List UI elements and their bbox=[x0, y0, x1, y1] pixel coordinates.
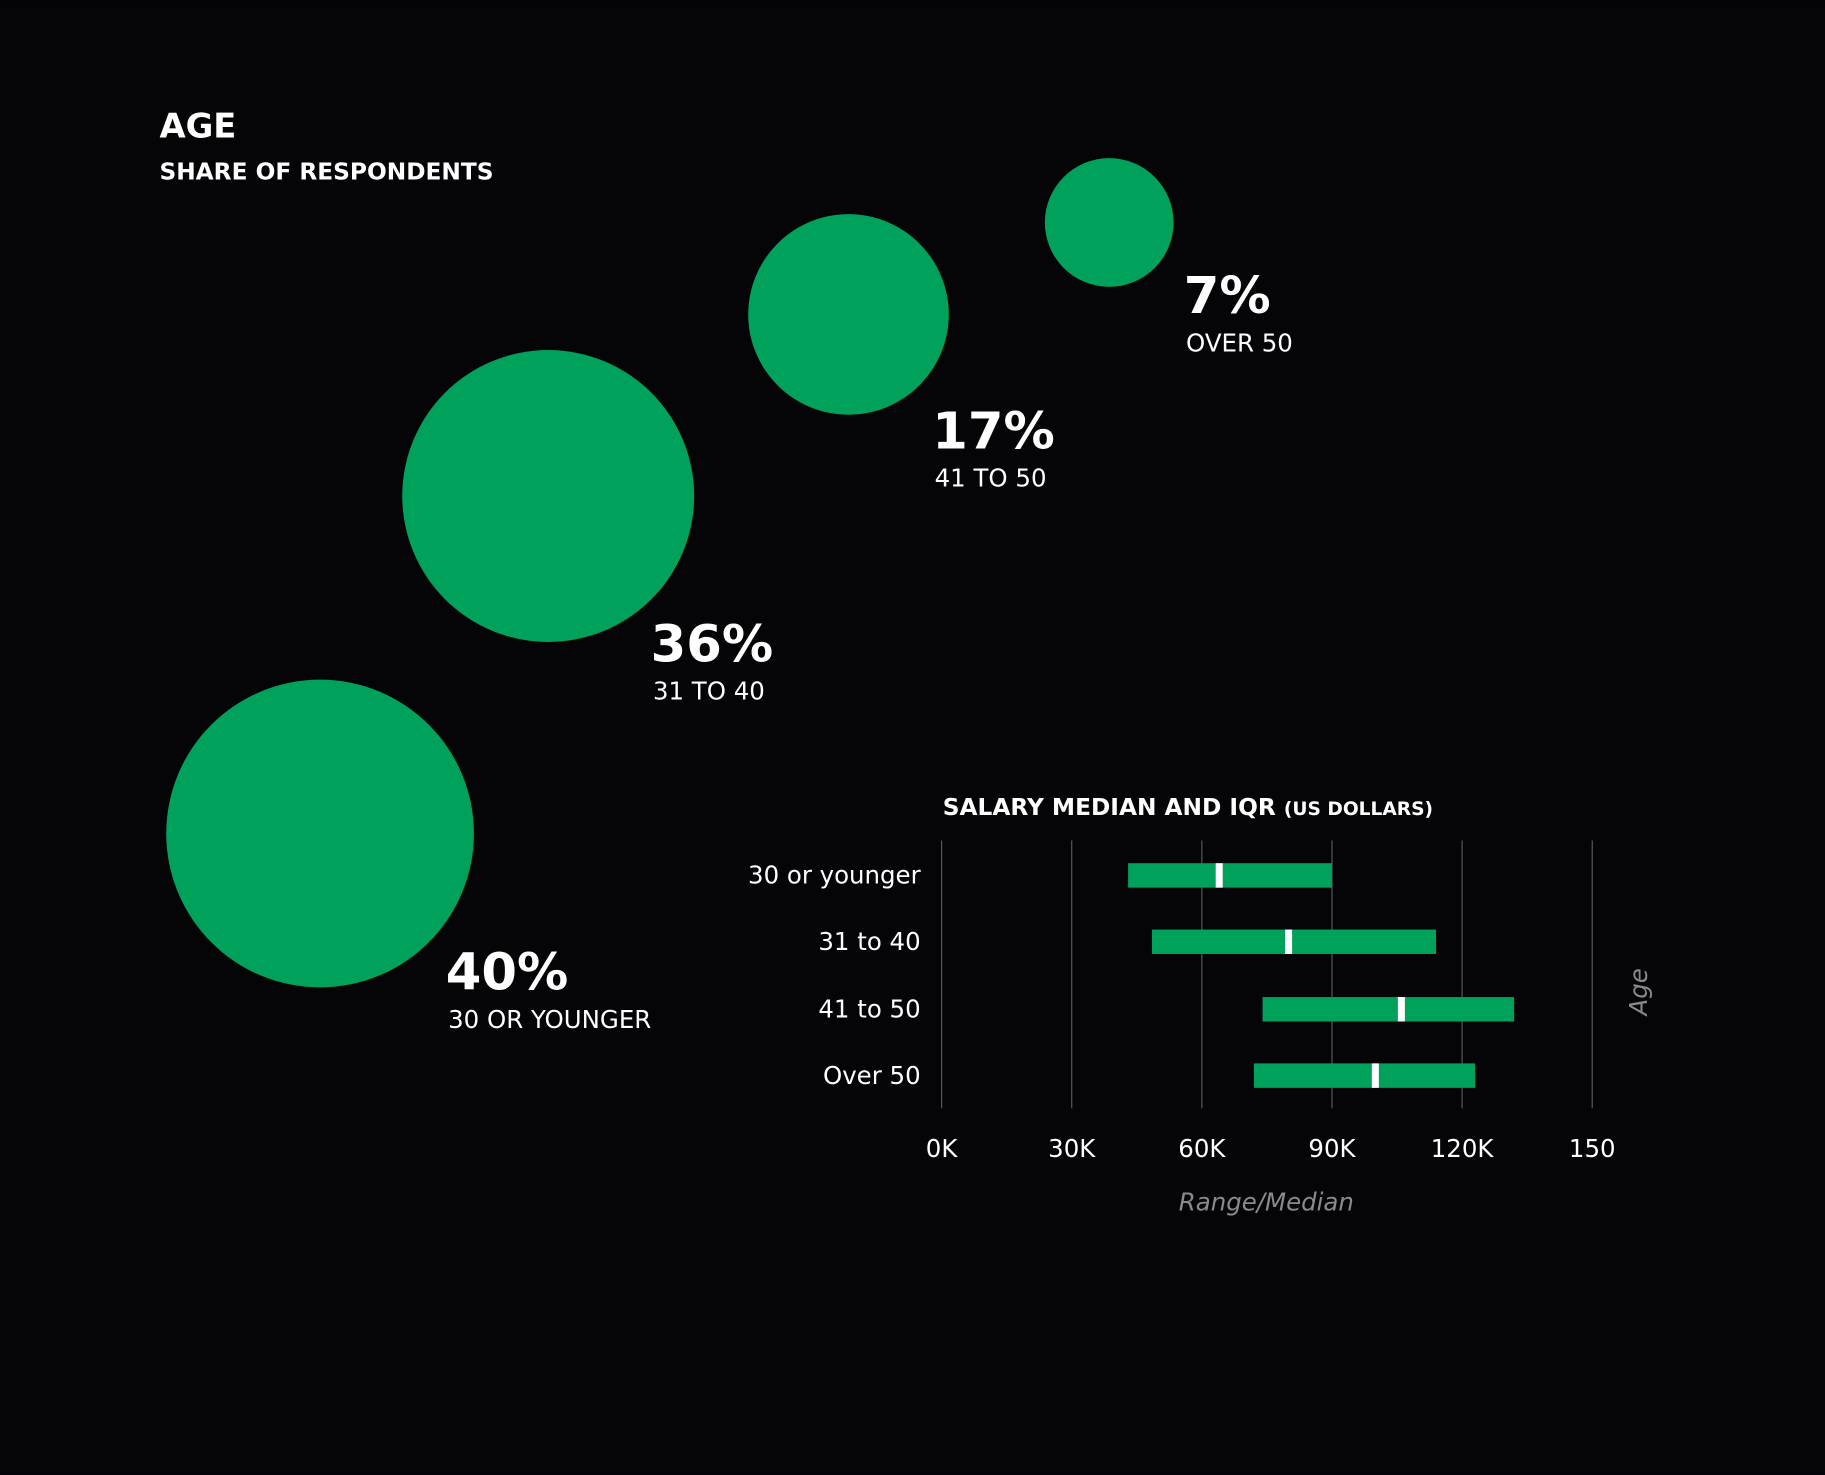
category-label: 30 OR YOUNGER bbox=[448, 1005, 651, 1034]
median-marker bbox=[1371, 1063, 1379, 1088]
median-marker bbox=[1215, 863, 1223, 888]
y-tick-label: 31 to 40 bbox=[818, 927, 920, 956]
value-label: 36% bbox=[651, 614, 774, 674]
category-label: OVER 50 bbox=[1186, 329, 1293, 358]
chart-subtitle: SHARE OF RESPONDENTS bbox=[159, 158, 493, 185]
value-label: 7% bbox=[1184, 266, 1271, 326]
iqr-bar bbox=[1128, 863, 1332, 888]
y-tick-label: 41 to 50 bbox=[818, 994, 920, 1023]
chart-title: AGE bbox=[159, 107, 236, 146]
bubble bbox=[748, 214, 949, 415]
x-axis-label: Range/Median bbox=[1179, 1188, 1354, 1217]
value-label: 17% bbox=[932, 401, 1055, 461]
bubble bbox=[402, 350, 695, 642]
x-tick-label: 30K bbox=[1048, 1134, 1096, 1163]
iqr-bar bbox=[1151, 929, 1437, 954]
bubble bbox=[1044, 158, 1174, 287]
title: SALARY MEDIAN AND IQR bbox=[943, 794, 1276, 821]
bubble bbox=[166, 679, 474, 988]
iqr-bar bbox=[1262, 997, 1515, 1022]
subtitle: (US DOLLARS) bbox=[1284, 799, 1433, 820]
x-tick-label: 90K bbox=[1308, 1134, 1356, 1163]
x-tick-label: 120K bbox=[1431, 1134, 1495, 1163]
category-label: 31 TO 40 bbox=[653, 677, 765, 706]
median-marker bbox=[1285, 929, 1293, 954]
iqr-bar bbox=[1253, 1063, 1476, 1088]
x-tick-label: 60K bbox=[1178, 1134, 1226, 1163]
y-tick-label: 30 or younger bbox=[748, 861, 922, 890]
value-label: 40% bbox=[446, 942, 569, 1002]
x-tick-label: 0K bbox=[926, 1134, 959, 1163]
y-axis-label: Age bbox=[1624, 968, 1653, 1017]
chart-title: SALARY MEDIAN AND IQR (US DOLLARS) bbox=[943, 794, 1433, 821]
median-marker bbox=[1397, 997, 1405, 1022]
y-tick-label: Over 50 bbox=[823, 1061, 921, 1090]
category-label: 41 TO 50 bbox=[935, 464, 1047, 493]
x-tick-label: 150 bbox=[1569, 1134, 1616, 1163]
